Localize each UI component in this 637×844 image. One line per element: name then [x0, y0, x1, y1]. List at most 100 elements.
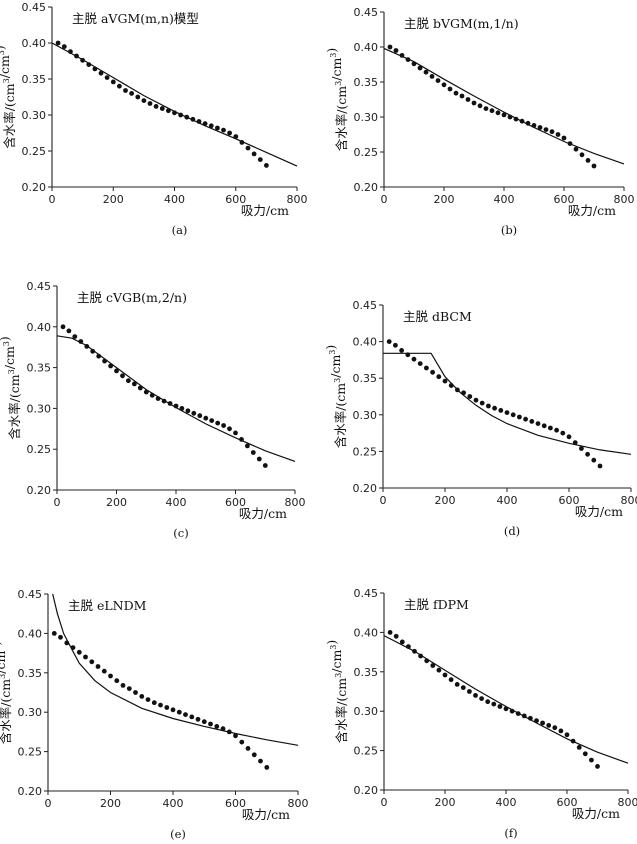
observed-point: [509, 708, 515, 714]
observed-point: [264, 765, 270, 770]
x-tick-label: 200: [434, 193, 455, 206]
observed-point: [489, 108, 495, 114]
observed-point: [579, 152, 585, 158]
observed-point: [436, 667, 442, 673]
observed-point: [529, 419, 535, 424]
observed-point: [256, 456, 262, 462]
y-tick-label: 0.35: [354, 666, 379, 679]
observed-point: [597, 463, 603, 469]
observed-point: [486, 403, 491, 409]
observed-point: [90, 348, 96, 354]
observed-point: [411, 356, 417, 362]
x-tick-label: 400: [497, 494, 518, 507]
observed-point: [424, 658, 430, 664]
observed-point: [595, 764, 600, 769]
observed-point: [483, 106, 489, 111]
observed-point: [153, 104, 159, 109]
observed-point: [473, 693, 478, 698]
panel-title: 主脱 eLNDM: [68, 598, 147, 613]
x-tick-label: 400: [494, 193, 515, 206]
x-tick-label: 800: [621, 494, 637, 507]
observed-point: [543, 127, 549, 132]
observed-point: [503, 706, 509, 712]
observed-point: [76, 649, 82, 655]
observed-point: [227, 130, 233, 136]
observed-point: [184, 114, 190, 120]
observed-point: [430, 369, 435, 375]
x-tick-label: 800: [614, 193, 635, 206]
observed-point: [183, 712, 188, 717]
fitted-curve: [56, 335, 296, 462]
observed-point: [215, 125, 220, 131]
observed-point: [251, 151, 257, 157]
observed-point: [251, 752, 257, 758]
observed-point: [64, 640, 70, 646]
observed-point: [570, 738, 576, 744]
observed-point: [141, 98, 147, 103]
y-tick-label: 0.40: [18, 627, 43, 640]
observed-point: [418, 653, 423, 659]
observed-point: [387, 630, 393, 635]
observed-point: [233, 134, 239, 140]
y-tick-label: 0.35: [353, 372, 378, 385]
observed-point: [399, 639, 405, 645]
observed-point: [552, 725, 558, 731]
x-tick-label: 600: [557, 796, 578, 809]
x-tick-label: 400: [166, 496, 187, 509]
x-tick-label: 0: [381, 193, 388, 206]
observed-point: [576, 745, 582, 750]
observed-point: [110, 79, 116, 85]
observed-point: [158, 702, 163, 708]
y-tick-label: 0.40: [354, 41, 379, 54]
observed-point: [195, 716, 201, 722]
observed-point: [405, 352, 411, 358]
x-tick-label: 400: [164, 193, 185, 206]
observed-point: [135, 94, 141, 100]
observed-point: [525, 120, 531, 126]
y-tick-label: 0.45: [22, 1, 47, 14]
observed-point: [101, 668, 107, 674]
observed-point: [147, 101, 153, 106]
observed-point: [535, 421, 541, 426]
y-tick-label: 0.25: [353, 445, 378, 458]
observed-point: [515, 711, 521, 716]
observed-point: [540, 720, 545, 726]
y-tick-label: 0.30: [22, 109, 47, 122]
observed-point: [447, 86, 453, 92]
panel-label: (d): [504, 524, 520, 538]
observed-point: [114, 678, 120, 684]
observed-point: [108, 673, 113, 679]
y-tick-label: 0.45: [354, 587, 379, 600]
observed-point: [523, 416, 528, 422]
observed-point: [510, 412, 516, 418]
y-tick-label: 0.40: [22, 37, 47, 50]
observed-point: [102, 358, 107, 364]
observed-point: [572, 440, 578, 445]
observed-point: [406, 644, 411, 649]
observed-point: [461, 390, 466, 396]
y-tick-label: 0.40: [354, 626, 379, 639]
panel-title: 主脱 dBCM: [403, 309, 472, 324]
observed-point: [190, 116, 196, 122]
observed-point: [467, 689, 472, 694]
x-tick-label: 0: [54, 496, 61, 509]
observed-point: [424, 365, 429, 371]
y-tick-label: 0.35: [18, 667, 43, 680]
observed-point: [214, 724, 220, 729]
observed-point: [555, 132, 561, 137]
observed-point: [399, 348, 404, 353]
observed-point: [537, 125, 543, 130]
x-axis-title: 吸力/cm: [239, 506, 287, 521]
panel-label: (a): [172, 223, 188, 237]
y-tick-label: 0.30: [18, 706, 43, 719]
fitted-curve: [52, 593, 299, 746]
y-tick-label: 0.25: [22, 145, 47, 158]
observed-point: [495, 110, 501, 116]
observed-point: [208, 721, 213, 727]
y-tick-label: 0.30: [353, 409, 378, 422]
observed-point: [120, 373, 125, 379]
observed-point: [250, 450, 256, 455]
observed-point: [55, 40, 61, 46]
panel-title: 主脱 aVGM(m,n)模型: [72, 11, 199, 26]
